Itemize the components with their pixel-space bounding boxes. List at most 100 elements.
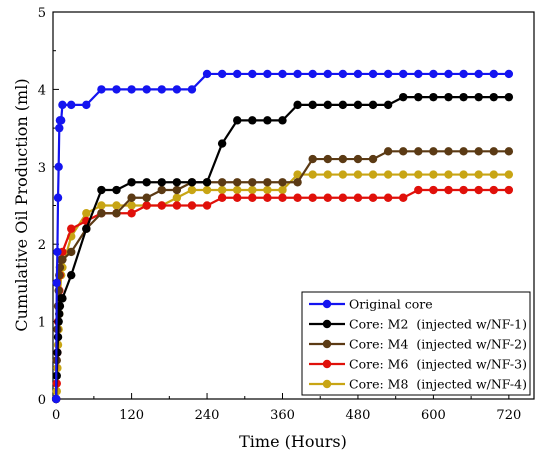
data-point xyxy=(444,170,453,179)
data-point xyxy=(53,193,63,202)
data-point xyxy=(429,185,438,195)
data-point xyxy=(263,116,272,125)
data-point xyxy=(67,247,76,257)
data-point xyxy=(383,170,393,179)
y-tick-label: 5 xyxy=(38,6,46,21)
data-point xyxy=(187,178,197,187)
data-point xyxy=(444,69,453,79)
legend-label: Core: M4 (injected w/NF-2) xyxy=(349,337,527,352)
data-point xyxy=(308,69,317,79)
data-point xyxy=(489,69,498,79)
data-point xyxy=(414,92,423,102)
data-point xyxy=(368,154,378,164)
data-point xyxy=(67,224,76,233)
data-point xyxy=(233,116,242,125)
data-point xyxy=(58,255,67,264)
data-point xyxy=(142,193,151,202)
data-point xyxy=(323,193,332,202)
data-point xyxy=(368,69,378,79)
data-point xyxy=(54,162,63,171)
data-point xyxy=(489,185,498,195)
data-point xyxy=(429,170,438,179)
data-point xyxy=(293,69,302,79)
data-point xyxy=(97,185,106,195)
x-axis-ticks: 0 120 240 360 480 600 720 xyxy=(52,393,521,423)
data-point xyxy=(248,185,257,195)
data-point xyxy=(127,178,136,187)
data-point xyxy=(414,170,423,179)
data-point xyxy=(52,278,61,288)
data-point xyxy=(399,193,408,202)
data-point xyxy=(157,201,166,210)
y-tick-label: 0 xyxy=(38,393,46,408)
data-point xyxy=(112,85,121,94)
data-point xyxy=(233,185,242,195)
legend-marker xyxy=(322,339,332,349)
data-point xyxy=(97,85,106,94)
data-point xyxy=(142,178,151,187)
data-point xyxy=(459,92,468,102)
data-point xyxy=(444,92,453,102)
x-tick-label: 360 xyxy=(270,408,295,423)
data-point xyxy=(368,193,378,202)
legend-marker xyxy=(322,359,332,369)
data-point xyxy=(429,69,438,79)
data-point xyxy=(308,100,317,110)
data-point xyxy=(353,154,363,164)
data-point xyxy=(127,201,136,210)
x-tick-label: 240 xyxy=(195,408,220,423)
data-point xyxy=(504,170,514,179)
x-tick-label: 600 xyxy=(421,408,446,423)
data-point xyxy=(142,201,151,210)
data-point xyxy=(248,116,257,125)
data-point xyxy=(429,92,438,102)
data-point xyxy=(263,185,272,195)
data-point xyxy=(278,69,287,79)
data-point xyxy=(278,185,287,195)
series-1 xyxy=(51,69,514,404)
legend-marker xyxy=(322,379,332,389)
data-point xyxy=(248,178,257,187)
data-point xyxy=(278,116,287,125)
data-point xyxy=(474,92,483,102)
data-point xyxy=(51,394,61,404)
data-point xyxy=(323,154,332,164)
data-point xyxy=(202,69,212,79)
legend-label: Original core xyxy=(349,297,433,312)
data-point xyxy=(338,69,348,79)
data-point xyxy=(172,193,182,202)
legend-marker xyxy=(322,299,332,309)
data-point xyxy=(53,332,63,342)
y-tick-label: 3 xyxy=(38,161,46,176)
data-point xyxy=(58,100,67,110)
data-point xyxy=(474,185,483,195)
data-point xyxy=(368,100,378,110)
data-point xyxy=(263,193,272,202)
x-tick-label: 720 xyxy=(496,408,521,423)
data-point xyxy=(67,100,76,110)
data-point xyxy=(157,85,166,94)
data-point xyxy=(187,185,197,195)
data-point xyxy=(399,170,408,179)
legend-marker xyxy=(322,319,332,329)
data-point xyxy=(58,294,67,303)
data-point xyxy=(157,185,166,195)
data-point xyxy=(97,201,106,210)
data-point xyxy=(56,116,66,125)
data-point xyxy=(414,185,423,195)
data-point xyxy=(278,178,287,187)
data-point xyxy=(474,170,483,179)
data-point xyxy=(444,147,453,156)
data-point xyxy=(399,147,408,156)
data-point xyxy=(112,185,121,195)
data-point xyxy=(414,69,423,79)
data-point xyxy=(263,69,272,79)
data-point xyxy=(353,170,363,179)
data-point xyxy=(459,170,468,179)
data-point xyxy=(323,69,332,79)
data-point xyxy=(53,247,62,257)
data-point xyxy=(489,170,498,179)
data-point xyxy=(293,100,302,110)
